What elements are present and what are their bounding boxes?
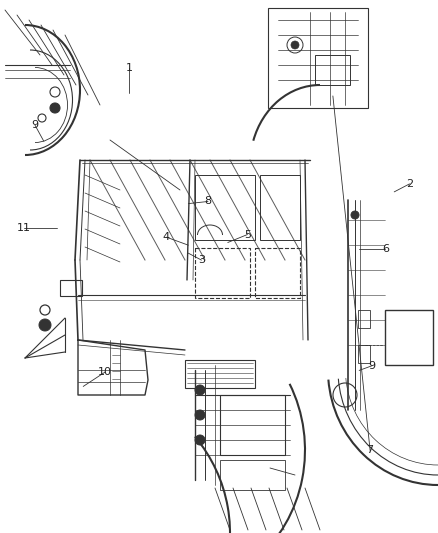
Bar xyxy=(220,395,285,455)
Bar xyxy=(358,310,370,328)
Text: 5: 5 xyxy=(244,230,251,239)
Text: 7: 7 xyxy=(367,446,374,455)
Circle shape xyxy=(50,103,60,113)
Text: 10: 10 xyxy=(98,367,112,377)
Text: 9: 9 xyxy=(369,361,376,370)
Text: 8: 8 xyxy=(205,197,212,206)
Bar xyxy=(220,460,285,490)
Text: 2: 2 xyxy=(406,179,413,189)
Bar xyxy=(315,55,350,85)
Bar xyxy=(385,310,433,365)
Text: 9: 9 xyxy=(32,120,39,130)
Bar xyxy=(268,8,368,108)
Bar xyxy=(195,175,255,240)
Text: 3: 3 xyxy=(198,255,205,265)
Bar xyxy=(185,360,255,388)
Bar xyxy=(260,175,300,240)
Circle shape xyxy=(195,385,205,395)
Circle shape xyxy=(39,319,51,331)
Text: 4: 4 xyxy=(163,232,170,242)
Circle shape xyxy=(291,41,299,49)
Text: 11: 11 xyxy=(17,223,31,233)
Circle shape xyxy=(195,435,205,445)
Circle shape xyxy=(195,410,205,420)
Bar xyxy=(358,345,370,363)
Bar xyxy=(60,280,82,296)
Bar xyxy=(195,248,250,298)
Circle shape xyxy=(351,211,359,219)
Text: 1: 1 xyxy=(126,63,133,73)
Text: 6: 6 xyxy=(382,245,389,254)
Bar xyxy=(255,248,300,298)
